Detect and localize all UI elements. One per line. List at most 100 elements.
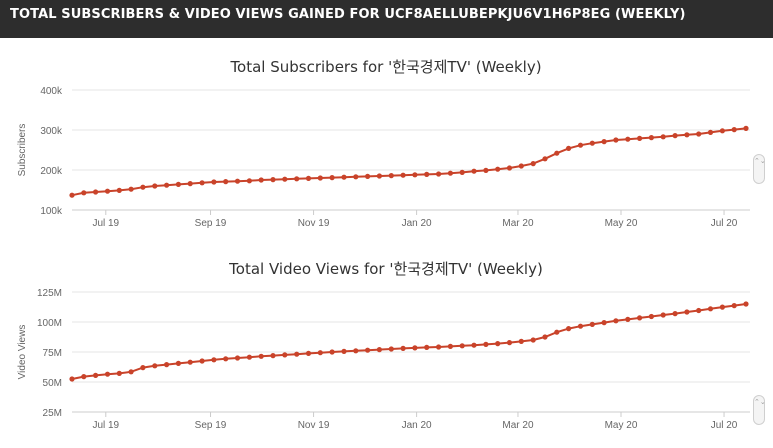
chart-title: Total Video Views for '한국경제TV' (Weekly) xyxy=(228,260,543,278)
data-point xyxy=(305,350,312,356)
data-point xyxy=(93,372,99,378)
x-tick-label: Jan 20 xyxy=(402,218,432,229)
y-tick-label: 25M xyxy=(43,408,62,419)
data-point xyxy=(152,183,158,189)
data-point xyxy=(495,166,501,172)
data-point xyxy=(530,337,536,343)
data-point xyxy=(447,170,453,176)
data-point xyxy=(436,171,442,177)
data-point xyxy=(400,172,406,178)
data-point xyxy=(436,344,442,350)
y-tick-label: 200k xyxy=(40,166,63,177)
y-axis-label: Subscribers xyxy=(17,124,28,177)
data-point xyxy=(566,145,572,151)
data-point xyxy=(566,326,572,332)
data-point xyxy=(577,323,584,329)
data-point xyxy=(258,177,264,183)
data-point xyxy=(140,365,146,371)
data-point xyxy=(246,178,252,184)
data-point xyxy=(625,136,631,142)
data-point xyxy=(175,360,181,366)
data-point xyxy=(270,177,276,183)
y-tick-label: 75M xyxy=(43,348,62,359)
data-point xyxy=(93,189,99,195)
data-point xyxy=(743,125,749,131)
data-point xyxy=(542,334,548,340)
data-point xyxy=(282,176,288,182)
x-tick-label: Mar 20 xyxy=(502,218,534,229)
data-point xyxy=(648,313,655,320)
chart-scroll-icon[interactable]: ⌃⌄ xyxy=(753,154,766,184)
data-point xyxy=(483,341,489,347)
y-tick-label: 125M xyxy=(37,288,62,299)
y-tick-label: 50M xyxy=(43,378,62,389)
data-point xyxy=(329,349,335,355)
data-point xyxy=(234,355,241,361)
data-point xyxy=(353,348,359,354)
data-point xyxy=(424,171,430,177)
data-point xyxy=(518,338,524,344)
data-point xyxy=(376,347,382,353)
data-point xyxy=(104,188,111,194)
data-point xyxy=(258,353,264,359)
data-point xyxy=(506,340,513,346)
data-point xyxy=(365,347,371,353)
data-point xyxy=(164,362,170,368)
x-tick-label: May 20 xyxy=(605,218,638,229)
data-point xyxy=(613,137,619,143)
data-point xyxy=(707,129,714,135)
data-point xyxy=(731,303,737,309)
data-point xyxy=(164,182,170,188)
data-point xyxy=(589,321,595,327)
data-point xyxy=(365,173,371,179)
data-point xyxy=(376,173,382,179)
data-point xyxy=(554,150,560,156)
data-point xyxy=(625,316,631,322)
data-point xyxy=(518,163,524,169)
data-point xyxy=(341,174,347,180)
subscribers-chart-svg: Total Subscribers for '한국경제TV' (Weekly) 1… xyxy=(17,58,750,229)
x-tick-label: Jul 20 xyxy=(711,420,738,431)
data-point xyxy=(495,341,501,347)
x-tick-label: Sep 19 xyxy=(195,420,227,431)
data-point xyxy=(471,342,477,348)
x-tick-label: Jul 19 xyxy=(92,218,119,229)
data-point xyxy=(128,369,134,375)
y-tick-label: 300k xyxy=(40,126,63,137)
data-point xyxy=(743,301,749,307)
data-point xyxy=(223,356,229,362)
data-point xyxy=(660,134,666,140)
data-point xyxy=(282,352,288,358)
data-point xyxy=(601,139,607,145)
data-point xyxy=(388,346,394,352)
chart-title: Total Subscribers for '한국경제TV' (Weekly) xyxy=(229,58,541,76)
data-point xyxy=(187,181,193,187)
data-point xyxy=(412,172,418,178)
data-point xyxy=(128,186,134,192)
data-point xyxy=(648,135,655,141)
data-point xyxy=(424,344,430,350)
chart-scroll-icon[interactable]: ⌃⌄ xyxy=(753,395,766,425)
subscribers-chart: Total Subscribers for '한국경제TV' (Weekly) 1… xyxy=(0,48,773,238)
data-point xyxy=(613,318,619,324)
data-point xyxy=(672,133,678,139)
data-point xyxy=(719,128,726,134)
x-tick-label: May 20 xyxy=(605,420,638,431)
data-point xyxy=(459,343,465,349)
x-tick-label: Jan 20 xyxy=(402,420,432,431)
data-point xyxy=(199,180,205,186)
video-views-chart-svg: Total Video Views for '한국경제TV' (Weekly) 2… xyxy=(17,260,750,431)
data-point xyxy=(140,184,146,190)
data-point xyxy=(506,165,513,171)
data-point xyxy=(270,353,276,359)
data-point xyxy=(554,329,560,335)
data-point xyxy=(483,167,489,173)
x-tick-label: Sep 19 xyxy=(195,218,227,229)
data-point xyxy=(471,168,477,174)
data-point xyxy=(684,132,690,138)
data-point xyxy=(246,354,252,360)
data-point xyxy=(696,307,702,314)
data-point xyxy=(223,179,229,185)
data-point xyxy=(234,178,241,184)
y-tick-label: 400k xyxy=(40,86,63,97)
